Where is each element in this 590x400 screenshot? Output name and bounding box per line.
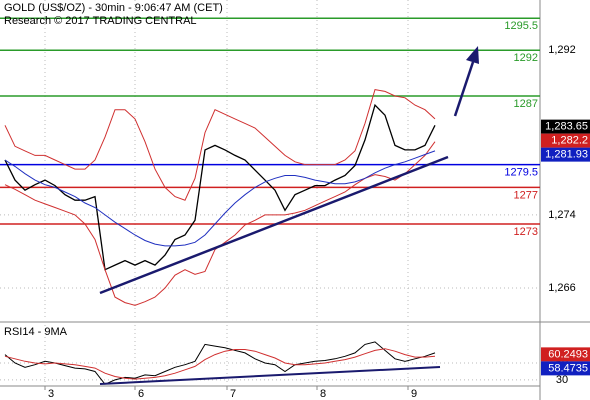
price-tag-label: 1,282.2 bbox=[551, 135, 588, 147]
series-line bbox=[4, 150, 436, 247]
series-line bbox=[4, 89, 436, 201]
level-label: 1277 bbox=[514, 189, 538, 201]
price-tag bbox=[541, 347, 590, 362]
chart-subtitle: Research © 2017 TRADING CENTRAL bbox=[4, 15, 197, 27]
y-tick-label: 1,274 bbox=[548, 209, 576, 221]
price-tag-label: 60.2493 bbox=[548, 348, 588, 360]
price-tag bbox=[541, 119, 590, 134]
level-label: 1292 bbox=[514, 52, 538, 64]
series-line bbox=[4, 348, 436, 380]
price-tag bbox=[541, 361, 590, 376]
level-label: 1279.5 bbox=[504, 166, 538, 178]
price-tag-label: 1,283.65 bbox=[545, 121, 588, 133]
panel-title: RSI14 - 9MA bbox=[4, 326, 68, 338]
x-tick-label: 7 bbox=[230, 388, 236, 400]
level-label: 1287 bbox=[514, 98, 538, 110]
y-tick-label: 30 bbox=[556, 374, 568, 386]
price-tag-label: 58.4735 bbox=[548, 362, 588, 374]
arrow bbox=[453, 61, 475, 117]
x-tick-label: 3 bbox=[48, 388, 54, 400]
rsi-trend-line bbox=[99, 366, 441, 385]
level-label: 1295.5 bbox=[504, 20, 538, 32]
price-tag bbox=[541, 147, 590, 162]
price-tag-label: 1,281.93 bbox=[545, 149, 588, 161]
y-tick-label: 1,266 bbox=[548, 282, 576, 294]
price-tag bbox=[541, 133, 590, 148]
level-label: 1273 bbox=[514, 226, 538, 238]
series-line bbox=[4, 103, 436, 271]
arrow-head bbox=[466, 46, 479, 64]
x-tick-label: 9 bbox=[411, 388, 417, 400]
y-tick-label: 1,292 bbox=[548, 44, 576, 56]
chart-title: GOLD (US$/OZ) - 30min - 9:06:47 AM (CET) bbox=[4, 2, 223, 14]
series-line bbox=[4, 341, 436, 385]
x-tick-label: 6 bbox=[138, 388, 144, 400]
trend-line bbox=[99, 155, 449, 295]
x-tick-label: 8 bbox=[320, 388, 326, 400]
